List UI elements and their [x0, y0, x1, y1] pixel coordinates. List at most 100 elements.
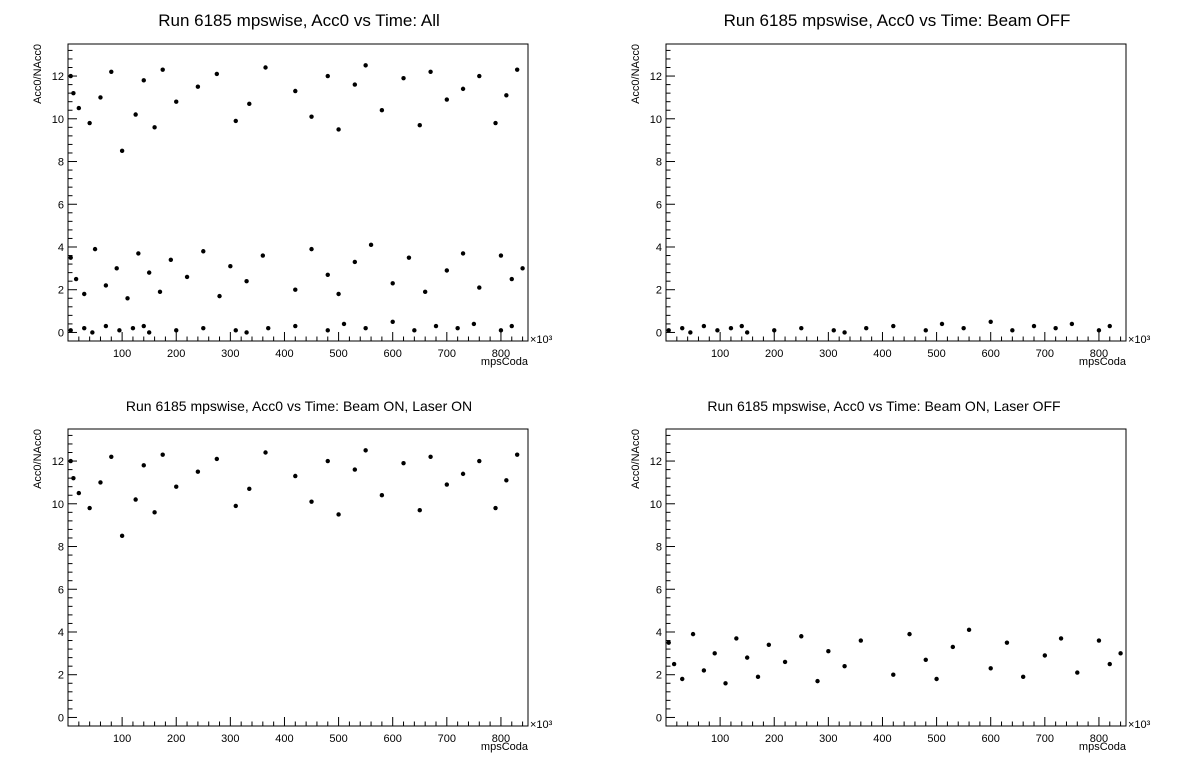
data-point: [509, 276, 514, 282]
data-point: [493, 505, 498, 511]
data-point: [363, 63, 368, 68]
data-point: [103, 323, 109, 329]
data-point: [263, 65, 268, 70]
x-exponent-label: ×10³: [530, 334, 553, 346]
data-point: [152, 125, 157, 130]
data-point: [477, 73, 482, 79]
data-point: [336, 512, 341, 517]
data-point: [214, 456, 220, 462]
data-point: [160, 452, 165, 457]
data-point: [428, 69, 433, 74]
data-point: [406, 255, 412, 260]
data-point: [114, 266, 119, 271]
data-point: [755, 674, 761, 680]
plot-area: 100 200 300 400 500 600 700 800 0 2 4 6 8 10 12: [52, 434, 524, 745]
chart-title: Run 6185 mpswise, Acc0 vs Time: Beam OFF: [724, 11, 1071, 30]
data-point: [325, 272, 330, 277]
data-point: [109, 454, 114, 459]
x-tick-label: 400: [275, 348, 293, 360]
y-axis-label: Acc0/NAcc0: [630, 44, 642, 104]
data-point: [1118, 651, 1123, 656]
x-tick-label: 200: [765, 733, 783, 745]
data-point: [988, 666, 993, 671]
data-point: [174, 328, 179, 333]
x-tick-label: 200: [167, 733, 185, 745]
data-point: [325, 328, 330, 333]
data-point: [799, 634, 804, 639]
x-tick-label: 300: [819, 733, 837, 745]
data-point: [923, 328, 928, 333]
data-point: [514, 452, 520, 457]
data-point: [891, 672, 896, 677]
data-point: [82, 325, 87, 331]
data-point: [520, 266, 525, 271]
data-point: [739, 323, 744, 329]
data-point: [444, 482, 450, 487]
data-point: [87, 505, 92, 511]
data-point: [417, 122, 422, 128]
y-tick-label: 2: [58, 285, 64, 297]
data-point: [233, 328, 238, 333]
data-point: [1096, 638, 1102, 643]
data-point: [125, 296, 130, 301]
x-exponent-label: ×10³: [1128, 719, 1151, 731]
data-point: [260, 253, 266, 258]
x-tick-label: 300: [221, 733, 239, 745]
y-tick-label: 0: [656, 712, 662, 724]
x-tick-label: 500: [329, 733, 347, 745]
data-point: [71, 90, 76, 96]
y-tick-label: 4: [656, 627, 662, 639]
x-tick-label: 100: [711, 348, 729, 360]
y-tick-label: 4: [58, 627, 64, 639]
data-point: [923, 657, 928, 662]
data-point: [119, 148, 125, 154]
data-point: [401, 460, 406, 466]
y-tick-label: 8: [656, 542, 662, 554]
data-point: [266, 325, 271, 331]
data-point: [723, 681, 728, 686]
y-tick-label: 12: [52, 71, 64, 83]
data-point: [363, 325, 368, 331]
y-tick-label: 10: [650, 499, 662, 511]
y-tick-label: 12: [650, 71, 662, 83]
data-point: [504, 93, 509, 98]
data-point: [244, 330, 249, 335]
plot-frame: [665, 43, 1127, 342]
data-point: [336, 291, 341, 297]
y-tick-label: 0: [58, 327, 64, 339]
data-point: [961, 325, 966, 331]
data-point: [864, 325, 869, 331]
x-axis-label: mpsCoda: [481, 356, 529, 368]
data-point: [368, 242, 374, 248]
data-point: [455, 325, 460, 331]
data-point: [1069, 321, 1075, 327]
y-axis-label: Acc0/NAcc0: [630, 429, 642, 489]
y-tick-label: 8: [58, 542, 64, 554]
data-point: [141, 323, 146, 329]
x-exponent-label: ×10³: [530, 719, 553, 731]
data-point: [772, 328, 777, 333]
data-point: [379, 108, 385, 113]
chart-title: Run 6185 mpswise, Acc0 vs Time: Beam ON,…: [126, 398, 472, 414]
x-tick-label: 200: [167, 348, 185, 360]
x-tick-label: 700: [1036, 348, 1054, 360]
data-point: [907, 631, 912, 637]
data-point: [1020, 674, 1026, 680]
data-point: [498, 253, 504, 258]
y-tick-label: 10: [52, 114, 64, 126]
data-point: [146, 270, 152, 275]
x-tick-label: 500: [329, 348, 347, 360]
data-point: [133, 497, 138, 502]
data-point: [680, 676, 685, 682]
data-point: [815, 678, 820, 684]
data-point: [1075, 670, 1080, 675]
data-point: [1058, 636, 1064, 641]
data-point: [680, 325, 685, 331]
data-point: [201, 249, 206, 254]
y-axis-label: Acc0/NAcc0: [32, 429, 44, 489]
data-point: [842, 330, 847, 335]
data-point: [842, 663, 847, 669]
data-point: [76, 490, 82, 496]
x-tick-label: 800: [492, 348, 510, 360]
data-point: [509, 323, 514, 329]
